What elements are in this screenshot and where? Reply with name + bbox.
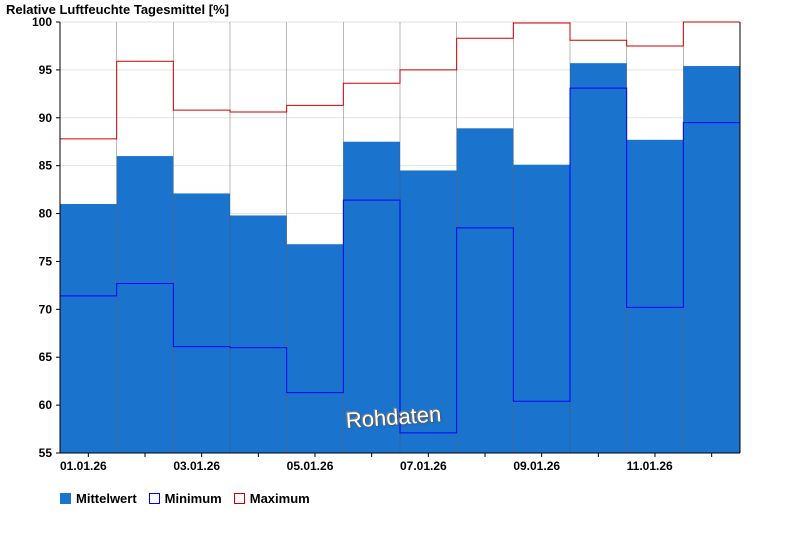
- chart-title: Relative Luftfeuchte Tagesmittel [%]: [6, 2, 229, 17]
- bar-mittelwert: [513, 164, 570, 453]
- bar-mittelwert: [456, 128, 514, 453]
- legend-item-mittelwert[interactable]: Mittelwert: [60, 491, 137, 506]
- step-line-maximum: [60, 21, 740, 140]
- x-tick-label: 11.01.26: [627, 459, 673, 473]
- x-tick-label: 07.01.26: [400, 459, 447, 473]
- x-tick-label: 05.01.26: [287, 459, 334, 473]
- bar-mittelwert: [116, 156, 174, 454]
- y-tick-label: 100: [32, 15, 52, 29]
- y-tick-label: 80: [39, 207, 53, 221]
- bar-mittelwert: [570, 63, 627, 453]
- lines-layer: [60, 21, 740, 434]
- bar-mittelwert: [286, 244, 344, 453]
- legend-label-minimum: Minimum: [164, 491, 222, 506]
- x-tick-label: 03.01.26: [173, 459, 220, 473]
- legend-label-maximum: Maximum: [249, 491, 310, 506]
- legend-swatch-minimum: [148, 493, 160, 504]
- bar-mittelwert: [60, 203, 117, 453]
- bars-layer: [60, 22, 740, 454]
- bar-mittelwert: [343, 141, 400, 453]
- y-tick-label: 70: [39, 302, 53, 316]
- y-tick-label: 75: [39, 254, 53, 268]
- y-tick-label: 90: [39, 111, 53, 125]
- y-tick-label: 60: [39, 398, 53, 412]
- bar-mittelwert: [230, 215, 287, 453]
- x-tick-label: 09.01.26: [513, 459, 560, 473]
- legend-item-maximum[interactable]: Maximum: [233, 491, 310, 506]
- y-tick-label: 65: [39, 350, 53, 364]
- bar-mittelwert: [683, 66, 740, 454]
- step-line-minimum: [60, 87, 740, 434]
- x-tick-label: 01.01.26: [60, 459, 107, 473]
- legend-swatch-mittelwert: [60, 493, 71, 504]
- y-tick-label: 55: [39, 446, 53, 460]
- legend-item-minimum[interactable]: Minimum: [148, 491, 222, 506]
- bar-mittelwert: [400, 170, 457, 453]
- y-tick-label: 95: [39, 63, 53, 77]
- y-tick-label: 85: [39, 159, 53, 173]
- legend-swatch-maximum: [233, 493, 245, 504]
- axes-layer: 55 60 65 70 75 80 85 90 95 100 01.01.26 03.01.26 05.…: [32, 15, 741, 473]
- legend-label-mittelwert: Mittelwert: [76, 491, 137, 506]
- bar-mittelwert: [173, 193, 230, 454]
- legend: Mittelwert Minimum Maximum: [60, 491, 310, 506]
- bar-mittelwert: [626, 139, 684, 453]
